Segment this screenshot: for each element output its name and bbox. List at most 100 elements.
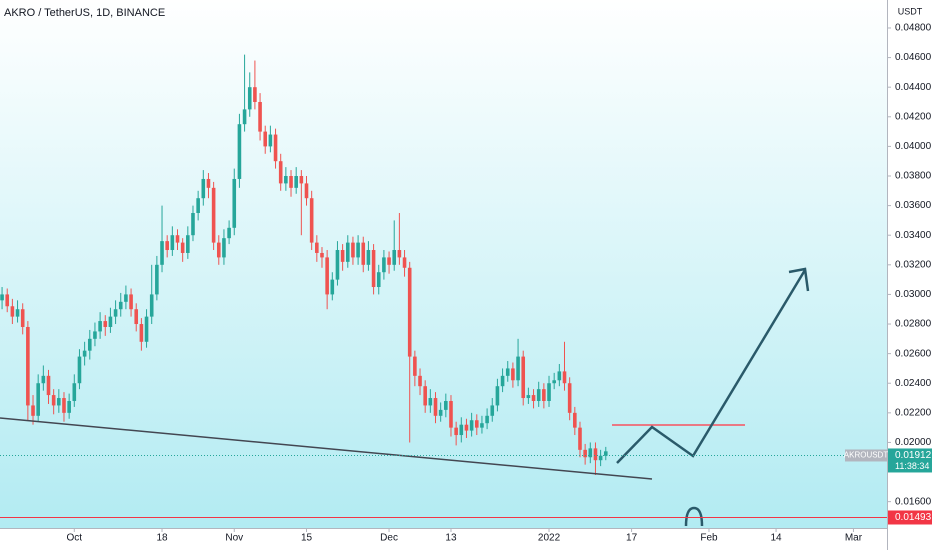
candle-body [103, 321, 108, 327]
candle-body [490, 405, 495, 416]
candle-body [26, 326, 30, 406]
candle-body [516, 356, 520, 381]
candle-body [459, 424, 464, 436]
candle-body [273, 134, 278, 162]
y-tick-label: 0.04400 [895, 82, 932, 93]
candle-body [335, 250, 340, 280]
candle-body [562, 371, 567, 384]
candle-body [402, 257, 407, 268]
y-tick-label: 0.02000 [895, 437, 932, 448]
candle-body [149, 294, 154, 317]
last-price-badge [888, 448, 932, 473]
candle-body [46, 375, 51, 396]
candle-body [433, 398, 438, 416]
y-tick-label: 0.03800 [895, 171, 932, 182]
candle-body [36, 383, 40, 416]
x-tick-label: Nov [225, 533, 243, 544]
candle-body [315, 242, 319, 253]
candle-body [351, 242, 355, 258]
candle-body [547, 383, 551, 401]
candle-body [376, 272, 381, 288]
candle-body [62, 398, 66, 413]
x-tick-label: 2022 [538, 533, 561, 544]
y-tick-label: 0.02200 [895, 407, 932, 418]
candle-body [500, 375, 505, 387]
candle-body [495, 386, 500, 406]
candle-body [237, 124, 242, 179]
symbol-label: AKROUSDT [844, 451, 889, 460]
candle-body [98, 321, 102, 332]
candle-body [464, 424, 469, 431]
x-tick-label: 15 [301, 533, 313, 544]
candle-body [340, 250, 345, 262]
candle-body [578, 427, 582, 450]
x-tick-label: Mar [845, 533, 863, 544]
candle-body [170, 235, 175, 251]
candle-body [309, 198, 314, 243]
candle-body [603, 451, 608, 456]
candle-body [191, 213, 195, 236]
candle-body [165, 241, 169, 251]
candle-body [428, 398, 433, 406]
candle-body [557, 371, 562, 381]
candle-body [51, 395, 56, 406]
arrow-head [788, 267, 810, 292]
y-tick-label: 0.04200 [895, 111, 932, 122]
candle-body [206, 178, 211, 188]
candle-body [20, 309, 25, 327]
candle-body [253, 87, 257, 102]
candle-body [371, 250, 376, 288]
candle-body [418, 375, 422, 387]
candle-body [320, 252, 324, 258]
candle-body [366, 250, 371, 265]
candle-body [232, 178, 237, 228]
candle-body [216, 242, 221, 258]
candle-body [77, 356, 82, 384]
candle-body [155, 264, 159, 295]
candle-body [407, 267, 412, 357]
candle-body [268, 134, 273, 147]
price-line-badge [888, 510, 932, 525]
candle-body [82, 350, 87, 357]
symbol-badge [845, 449, 887, 462]
candle-body [593, 448, 598, 461]
candle-body [144, 316, 149, 342]
y-tick-label: 0.03400 [895, 230, 932, 241]
plot-background [0, 0, 887, 528]
candle-body [330, 279, 335, 295]
candle-body [258, 101, 262, 132]
candle-body [505, 368, 510, 376]
candle-body [521, 356, 526, 399]
candle-body [325, 257, 329, 295]
candle-body [588, 448, 593, 458]
last-price-label: 0.01912 [895, 450, 932, 461]
candle-body [583, 449, 587, 458]
candle-body [227, 227, 231, 239]
y-axis-label: USDT [898, 6, 923, 16]
candle-body [531, 395, 536, 401]
candle-body [5, 294, 10, 307]
candle-body [397, 250, 402, 258]
x-tick-label: Feb [700, 533, 718, 544]
candle-body [134, 309, 139, 325]
candle-body [124, 294, 128, 302]
candle-body [361, 242, 366, 265]
candle-body [413, 356, 417, 376]
candle-body [356, 242, 360, 258]
candle-body [242, 109, 247, 125]
candle-body [284, 176, 288, 184]
candle-body [113, 309, 118, 317]
y-tick-label: 0.03600 [895, 200, 932, 211]
y-tick-label: 0.04000 [895, 141, 932, 152]
candle-body [41, 375, 46, 384]
candle-body [294, 176, 298, 188]
candle-body [474, 420, 479, 428]
candle-body [93, 331, 97, 339]
candle-body [299, 176, 304, 184]
candle-body [511, 368, 515, 381]
countdown-label: 11:38:34 [895, 461, 929, 471]
candle-body [454, 427, 458, 436]
candle-body [485, 415, 489, 424]
candle-body [263, 131, 268, 147]
